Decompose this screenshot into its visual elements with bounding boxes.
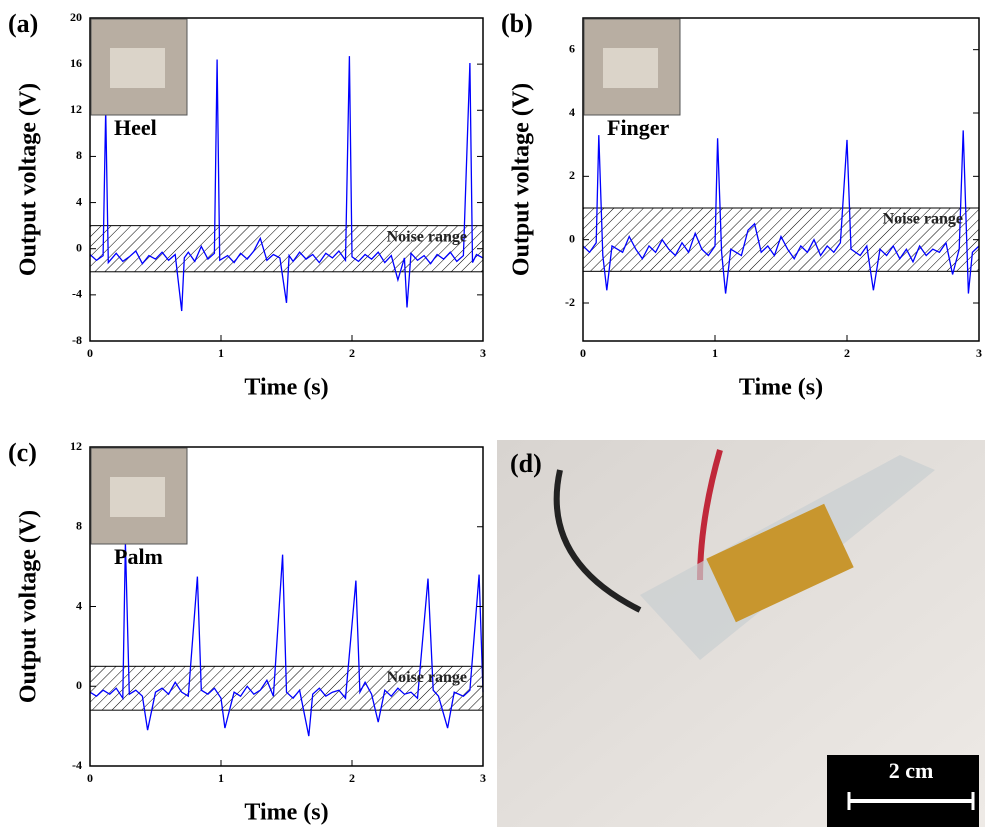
x-tick-label: 1	[712, 346, 718, 360]
x-tick-label: 0	[580, 346, 586, 360]
plot-frame	[582, 17, 980, 342]
y-tick-label: -4	[72, 758, 82, 772]
y-tick-label: -8	[72, 333, 82, 347]
scale-box	[827, 755, 979, 827]
noise-label: Noise range	[387, 669, 467, 686]
x-tick-label: 3	[480, 346, 486, 360]
y-tick-label: 4	[76, 194, 82, 208]
y-tick-label: 0	[569, 231, 575, 245]
y-tick-label: 6	[569, 41, 575, 55]
noise-band	[89, 225, 484, 273]
panel-label: (d)	[510, 449, 542, 478]
x-tick-label: 0	[87, 771, 93, 785]
inset-photo-detail	[110, 477, 165, 517]
y-tick-label: -2	[565, 295, 575, 309]
x-tick-label: 3	[480, 771, 486, 785]
noise-label: Noise range	[387, 228, 467, 245]
panel-label: (b)	[501, 9, 533, 38]
inset-photo-detail	[603, 48, 658, 88]
y-tick-label: 12	[70, 102, 82, 116]
signal-line	[89, 542, 484, 737]
y-tick-label: 20	[70, 10, 82, 24]
x-tick-label: 2	[844, 346, 850, 360]
signal-line	[582, 130, 980, 294]
sensor	[706, 503, 854, 623]
x-tick-label: 0	[87, 346, 93, 360]
inset-photo-detail	[110, 48, 165, 88]
x-axis-label: Time (s)	[244, 800, 328, 826]
inset-label: Heel	[114, 115, 157, 140]
y-tick-label: -4	[72, 287, 82, 301]
panel-label: (c)	[8, 438, 37, 467]
y-tick-label: 0	[76, 678, 82, 692]
y-tick-label: 12	[70, 439, 82, 453]
x-tick-label: 2	[349, 771, 355, 785]
scale-label: 2 cm	[889, 758, 934, 783]
chart-panel: Noise range 0 1 2 3 -2 0 2 4 6 Time (s) Output volt…	[501, 9, 982, 401]
y-axis-label: Output voltage (V)	[16, 510, 42, 703]
x-axis-label: Time (s)	[244, 375, 328, 401]
y-tick-label: 0	[76, 240, 82, 254]
x-tick-label: 2	[349, 346, 355, 360]
panel-label: (a)	[8, 9, 38, 38]
x-axis-label: Time (s)	[739, 375, 823, 401]
x-tick-label: 1	[218, 771, 224, 785]
y-axis-label: Output voltage (V)	[509, 83, 535, 276]
inset-label: Palm	[114, 544, 163, 569]
y-axis-label: Output voltage (V)	[16, 83, 42, 276]
y-tick-label: 16	[70, 56, 82, 70]
y-tick-label: 8	[76, 519, 82, 533]
x-tick-label: 1	[218, 346, 224, 360]
plot-frame	[89, 17, 484, 342]
y-tick-label: 4	[569, 105, 575, 119]
y-tick-label: 2	[569, 168, 575, 182]
inset-label: Finger	[607, 115, 670, 140]
wire	[553, 469, 642, 613]
photo-panel: 2 cm (d)	[497, 440, 985, 827]
y-tick-label: 8	[76, 148, 82, 162]
x-tick-label: 3	[976, 346, 982, 360]
signal-line	[89, 56, 484, 312]
y-tick-label: 4	[76, 598, 82, 612]
noise-label: Noise range	[883, 211, 963, 228]
